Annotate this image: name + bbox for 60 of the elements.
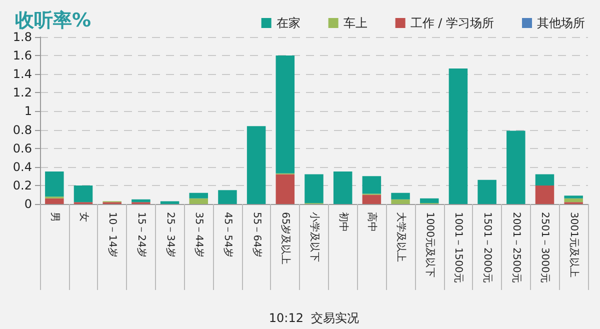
bar xyxy=(218,190,237,204)
bar xyxy=(45,198,64,204)
x-tick-label: 1000元及以下 xyxy=(424,212,436,278)
y-tick-label: 0.4 xyxy=(12,160,32,174)
legend-label: 在家 xyxy=(276,16,300,30)
bar xyxy=(362,194,382,204)
y-tick-label: 0.6 xyxy=(12,141,32,156)
bar xyxy=(564,196,583,198)
y-tick-label: 0 xyxy=(24,197,32,211)
legend-label: 其他场所 xyxy=(537,16,585,30)
x-tick-label: 25－34岁 xyxy=(164,212,176,258)
legend-label: 工作 / 学习场所 xyxy=(410,16,494,30)
y-tick-label: 1.6 xyxy=(12,48,32,63)
bar xyxy=(535,174,554,186)
bar xyxy=(362,176,382,194)
bar xyxy=(535,185,554,204)
bar xyxy=(304,174,324,204)
bar xyxy=(448,68,468,204)
bar xyxy=(391,199,410,204)
x-tick-label: 2001－2500元 xyxy=(510,212,522,283)
chart-title: 收听率% xyxy=(15,10,92,32)
x-tick-label: 2501－3000元 xyxy=(539,212,550,283)
y-tick-label: 0.8 xyxy=(12,122,32,137)
y-tick-label: 1.4 xyxy=(12,67,32,82)
x-tick-label: 15－24岁 xyxy=(135,212,148,258)
bar xyxy=(189,198,208,204)
bar xyxy=(420,198,439,204)
x-tick-label: 3001元及以上 xyxy=(568,212,580,278)
x-tick-label: 女 xyxy=(78,212,90,222)
bar xyxy=(246,126,266,204)
legend-label: 车上 xyxy=(343,16,368,30)
y-tick-label: 1.2 xyxy=(12,86,32,100)
x-tick-label: 10－14岁 xyxy=(106,212,119,258)
x-axis-title: 10:12 交易实况 xyxy=(268,311,360,325)
x-tick-label: 大学及以上 xyxy=(395,212,408,262)
bar xyxy=(391,192,410,200)
bar xyxy=(564,198,583,202)
bar xyxy=(478,180,496,204)
y-tick-label: 1.8 xyxy=(12,30,32,44)
bar xyxy=(74,185,93,202)
x-tick-label: 高中 xyxy=(366,212,378,232)
y-tick-label: 0.2 xyxy=(12,178,32,192)
bar xyxy=(132,199,150,202)
bar xyxy=(276,56,295,174)
bar xyxy=(160,201,180,204)
bar xyxy=(276,174,295,204)
bar xyxy=(45,172,64,197)
x-tick-label: 1001－1500元 xyxy=(452,212,464,283)
x-tick-label: 小学及以下 xyxy=(308,212,320,262)
x-tick-label: 45－54岁 xyxy=(222,212,234,258)
x-tick-label: 65岁及以上 xyxy=(280,212,292,265)
x-tick-label: 初中 xyxy=(337,212,350,232)
x-tick-label: 1501－2000元 xyxy=(482,212,493,283)
bar xyxy=(506,130,526,204)
bar xyxy=(189,192,208,198)
x-tick-label: 35－44岁 xyxy=(193,212,206,258)
x-tick-label: 55－64岁 xyxy=(250,212,263,258)
x-tick-label: 男 xyxy=(48,212,60,222)
bar xyxy=(333,172,352,204)
y-tick-label: 1 xyxy=(24,104,32,118)
